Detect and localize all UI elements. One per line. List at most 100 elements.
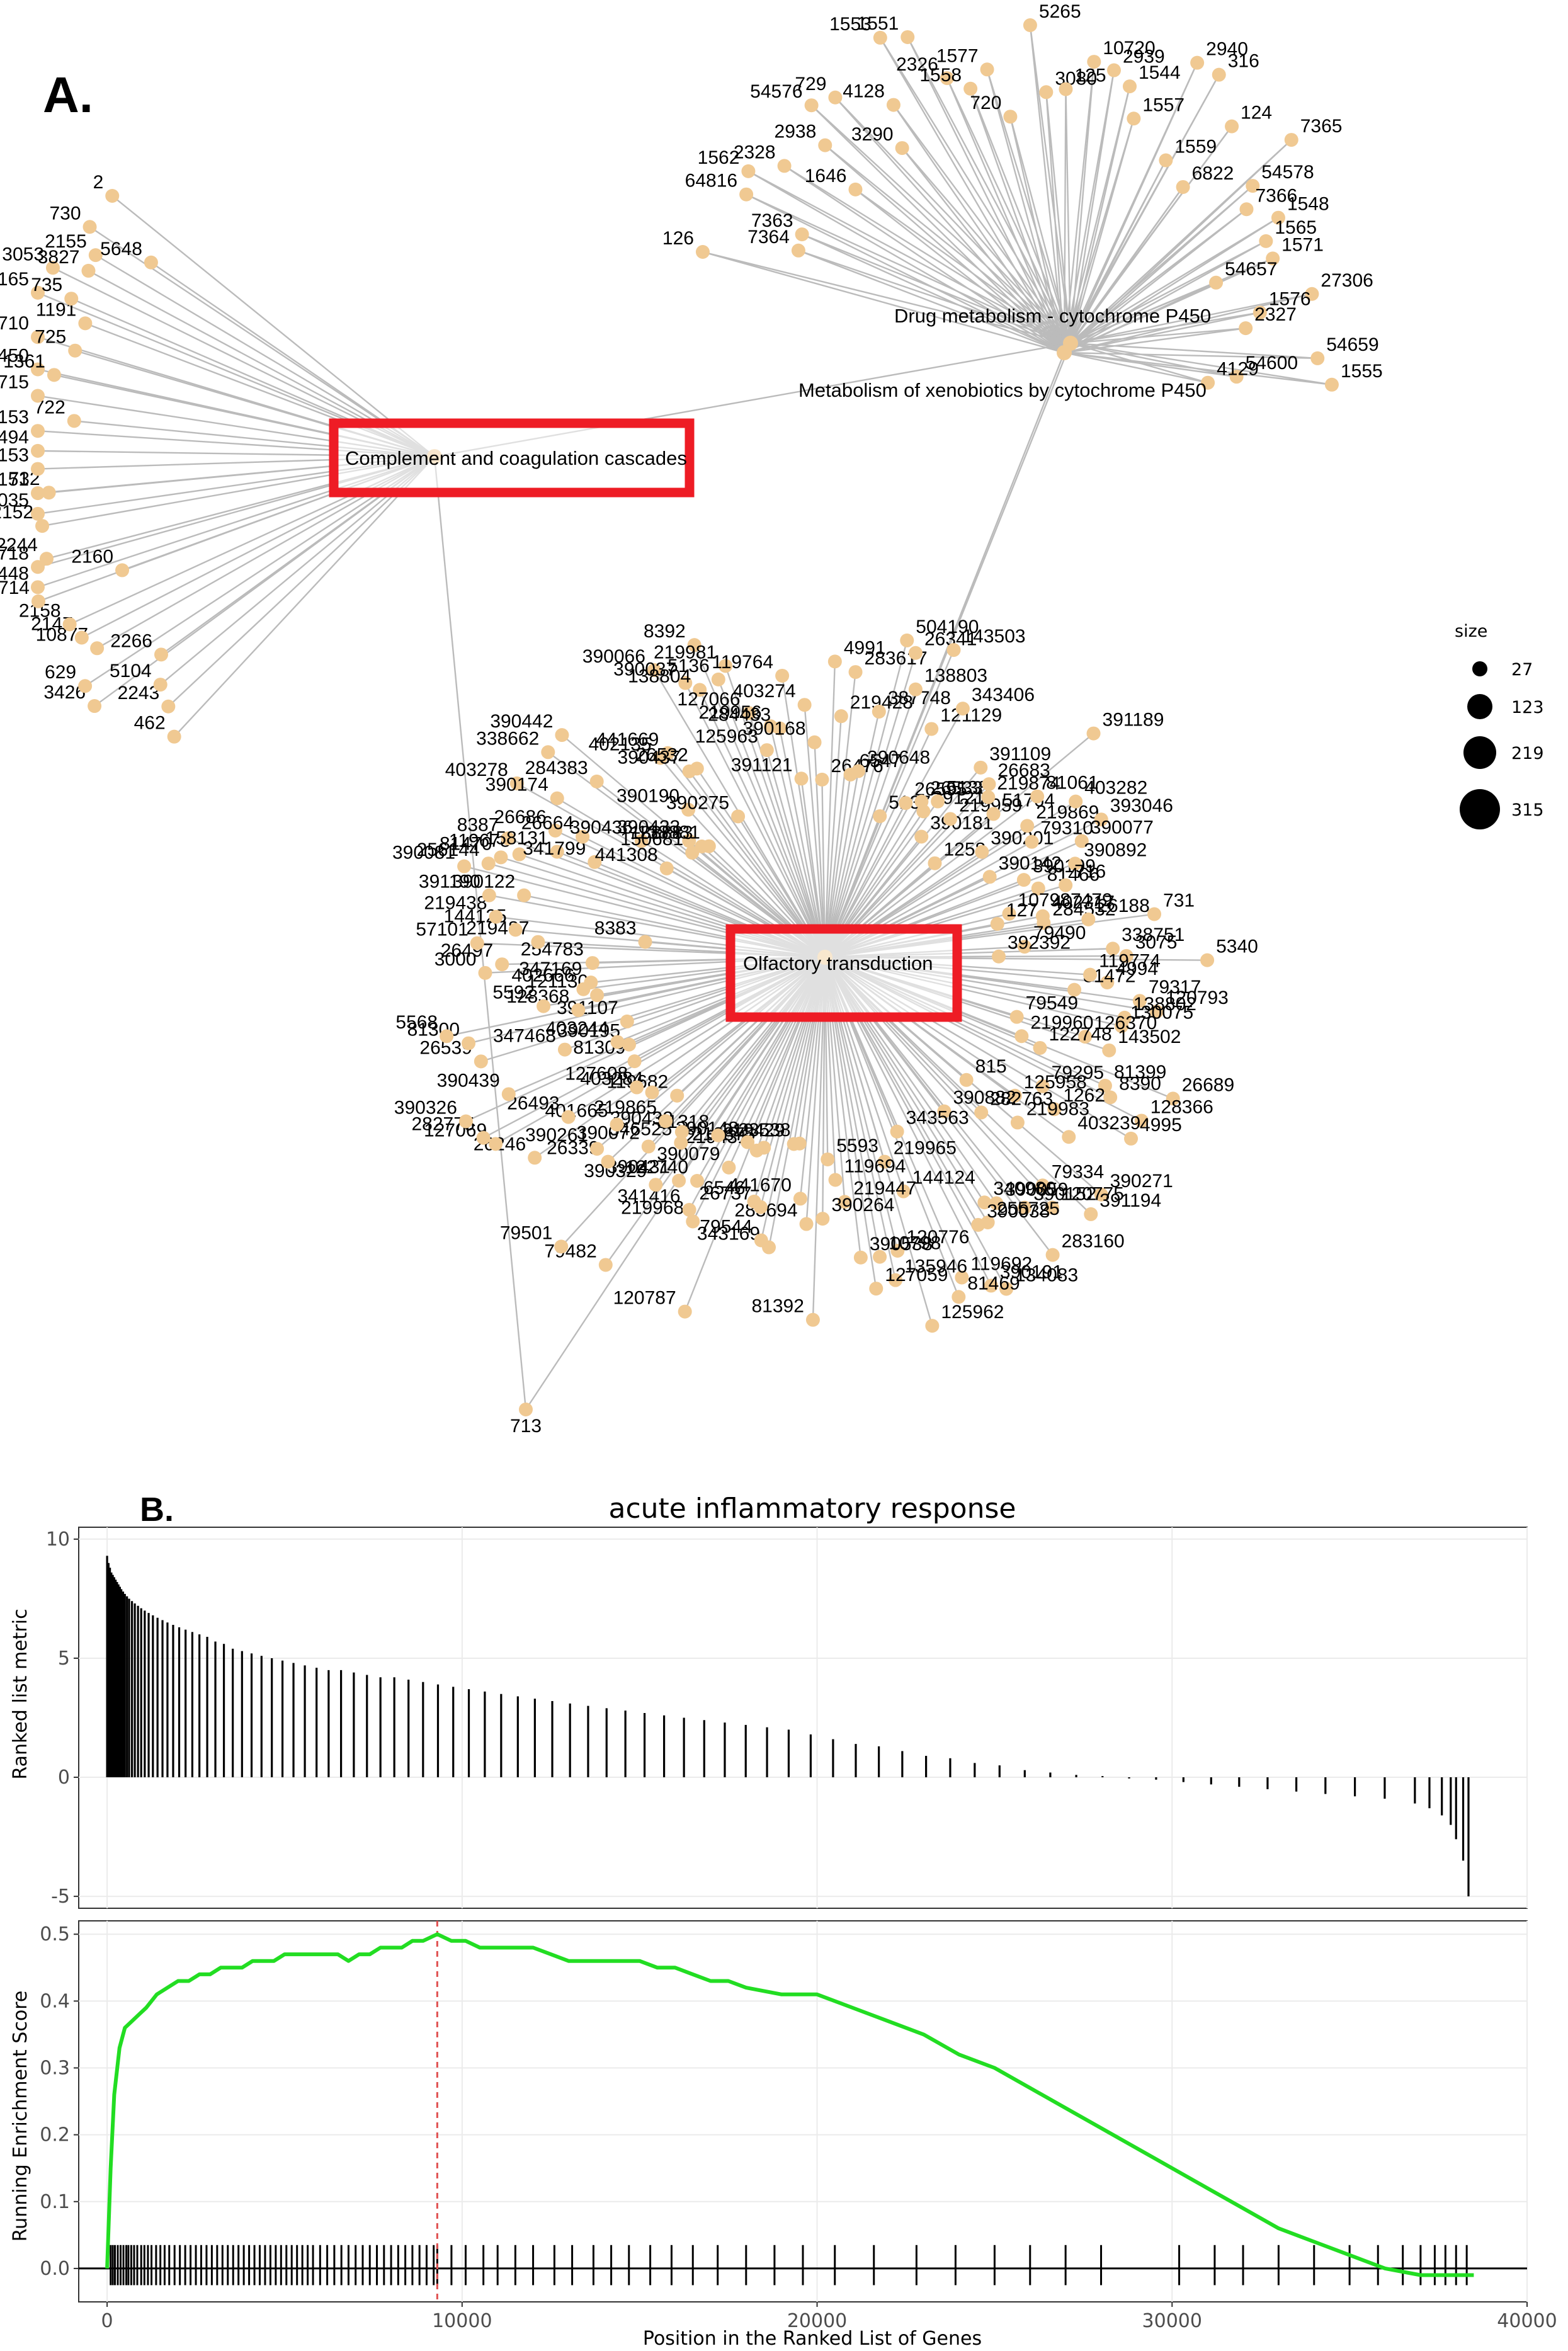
gene-node-label: 122748	[1049, 1024, 1112, 1045]
gene-node	[1147, 907, 1162, 921]
enrichment-ytick-label: 0.2	[40, 2124, 70, 2146]
gene-node	[482, 888, 496, 902]
gene-node	[46, 261, 60, 275]
gene-node	[799, 1217, 814, 1231]
gene-node	[610, 1117, 624, 1132]
gene-node	[1047, 1102, 1062, 1117]
gene-node	[872, 704, 886, 719]
gene-node	[682, 1203, 696, 1217]
gene-node	[1107, 63, 1122, 77]
network-edge	[892, 104, 1065, 353]
gene-node-label: 7364	[747, 227, 790, 248]
gene-node-label: 4991	[844, 637, 886, 658]
gene-node-label: 338662	[476, 728, 539, 749]
enrichment-xtick-label: 40000	[1497, 2310, 1557, 2332]
gene-node-label: 1262	[1063, 1085, 1105, 1106]
gene-node-label: 1571	[1281, 234, 1324, 255]
gene-node	[494, 850, 508, 865]
enrichment-ytick-label: 0.4	[40, 1990, 70, 2012]
gene-node	[1086, 726, 1101, 741]
gene-node	[686, 1214, 700, 1229]
gene-node-label: 4128	[843, 81, 885, 102]
gene-node-label: 390072	[577, 1122, 640, 1143]
network-edge	[824, 671, 856, 958]
size-legend-dot-315	[1460, 789, 1500, 829]
gene-node-label: 5340	[1216, 936, 1258, 957]
network-edge	[779, 728, 826, 958]
gene-node	[1159, 153, 1173, 168]
enrichment-xtick-label: 30000	[1142, 2310, 1202, 2332]
gene-node	[457, 859, 472, 874]
gene-node-label: 341416	[618, 1186, 681, 1207]
gene-node	[828, 1173, 843, 1187]
gene-node-label: 10720	[1103, 38, 1155, 59]
gene-node	[31, 506, 45, 521]
gene-node	[31, 486, 45, 501]
gene-node-label: 79549	[1026, 993, 1078, 1014]
gene-node	[695, 245, 710, 259]
gene-node-label: 402135	[588, 734, 651, 754]
gene-node	[489, 909, 503, 924]
gene-node	[896, 1184, 911, 1198]
gene-node-label: 254783	[521, 939, 584, 960]
gene-node	[787, 1137, 801, 1151]
gene-node	[971, 1217, 986, 1232]
gene-node	[115, 563, 130, 578]
enrichment-xtick-label: 20000	[787, 2310, 847, 2332]
gene-node	[759, 743, 774, 758]
gene-node	[1259, 234, 1273, 248]
gene-node-label: 390195	[557, 1021, 620, 1042]
gene-node-label: 284433	[708, 704, 771, 725]
network-edge	[1070, 282, 1217, 344]
gene-node	[550, 791, 564, 805]
network-edge	[1070, 217, 1279, 344]
hub-label-drug: Drug metabolism - cytochrome P450	[894, 305, 1211, 327]
gene-node	[674, 1125, 689, 1139]
gene-node-label: 3053	[2, 244, 44, 265]
gene-node-label: 54657	[1225, 259, 1277, 280]
gene-node	[1035, 1178, 1050, 1193]
gene-node	[31, 362, 45, 377]
gene-node	[1081, 912, 1096, 926]
ranked-metric-ytick-label: 0	[58, 1767, 70, 1789]
gene-node-label: 126370	[1094, 1013, 1157, 1033]
gene-node	[88, 248, 103, 263]
gene-node	[153, 678, 168, 692]
gene-node-label: 390437	[618, 748, 681, 768]
gene-node-label: 26689	[1182, 1074, 1234, 1095]
gene-node-label: 150681	[620, 829, 683, 850]
gene-node	[550, 845, 564, 859]
gene-node	[1239, 321, 1253, 336]
gene-node-label: 134083	[1015, 1265, 1078, 1286]
gene-node	[589, 774, 604, 788]
gene-node	[1010, 1115, 1025, 1130]
gene-node	[1018, 1200, 1032, 1215]
gene-node-label: 51764	[1003, 790, 1055, 811]
gene-node-label: 128366	[1150, 1096, 1213, 1117]
gene-node-label: 441670	[729, 1175, 792, 1195]
gene-node	[528, 1151, 542, 1165]
gene-node-label: 138883	[630, 823, 693, 843]
enrichment-hit-ticks	[110, 2245, 1468, 2286]
gene-node	[474, 1054, 488, 1069]
gene-node	[627, 1054, 642, 1069]
gene-node-label: 119774	[1099, 951, 1161, 972]
gene-node-label: 8390	[1119, 1073, 1161, 1094]
gene-node-label: 79334	[1052, 1161, 1104, 1182]
gene-node	[541, 745, 555, 760]
gene-node	[1098, 1078, 1112, 1093]
gene-node-label: 390271	[1110, 1171, 1173, 1192]
network-edge	[1063, 159, 1167, 353]
gene-node	[1069, 794, 1083, 809]
size-legend-label-27: 27	[1511, 660, 1533, 680]
highlight-box-olfactory	[725, 924, 962, 1022]
gene-node-label: 57101	[416, 919, 468, 940]
gene-node-label: 390201	[991, 828, 1054, 849]
gene-node	[741, 1135, 755, 1149]
enrichment-score-ylabel: Running Enrichment Score	[9, 1991, 31, 2242]
gene-node-label: 1553	[829, 14, 872, 35]
gene-node	[1014, 1029, 1029, 1044]
gene-node	[31, 594, 45, 608]
enrichment-score-ticks: 0 10000 20000 30000 40000 0.0 0.1 0.2 0.3 0.4 0.5	[40, 1923, 1557, 2332]
gene-node-label: 125962	[941, 1302, 1004, 1323]
